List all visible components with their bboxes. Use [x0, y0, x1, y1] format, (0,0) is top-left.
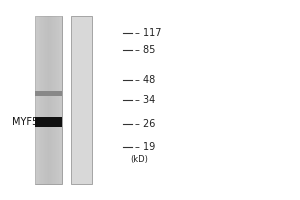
Text: – 85: – 85	[135, 45, 155, 55]
FancyBboxPatch shape	[34, 16, 62, 184]
Text: – 117: – 117	[135, 28, 161, 38]
Bar	[55, 16, 56, 184]
Bar	[56, 16, 58, 184]
Text: MYF5: MYF5	[12, 117, 38, 127]
Bar	[59, 16, 60, 184]
Bar	[47, 16, 48, 184]
Bar	[40, 16, 41, 184]
Bar	[36, 16, 37, 184]
Bar	[41, 16, 43, 184]
Bar	[39, 16, 40, 184]
Bar	[37, 16, 39, 184]
Text: – 19: – 19	[135, 142, 155, 152]
Bar	[53, 16, 55, 184]
Bar	[45, 16, 47, 184]
Bar	[58, 16, 59, 184]
Bar	[44, 16, 45, 184]
Bar	[34, 91, 62, 96]
Text: – 34: – 34	[135, 95, 155, 105]
Bar	[48, 16, 49, 184]
Bar	[34, 16, 36, 184]
FancyBboxPatch shape	[70, 16, 92, 184]
Bar	[49, 16, 51, 184]
Bar	[60, 16, 62, 184]
Bar	[34, 117, 62, 127]
Text: (kD): (kD)	[130, 155, 148, 164]
Bar	[52, 16, 53, 184]
Bar	[51, 16, 52, 184]
Bar	[43, 16, 44, 184]
Text: – 26: – 26	[135, 119, 155, 129]
Text: – 48: – 48	[135, 75, 155, 85]
